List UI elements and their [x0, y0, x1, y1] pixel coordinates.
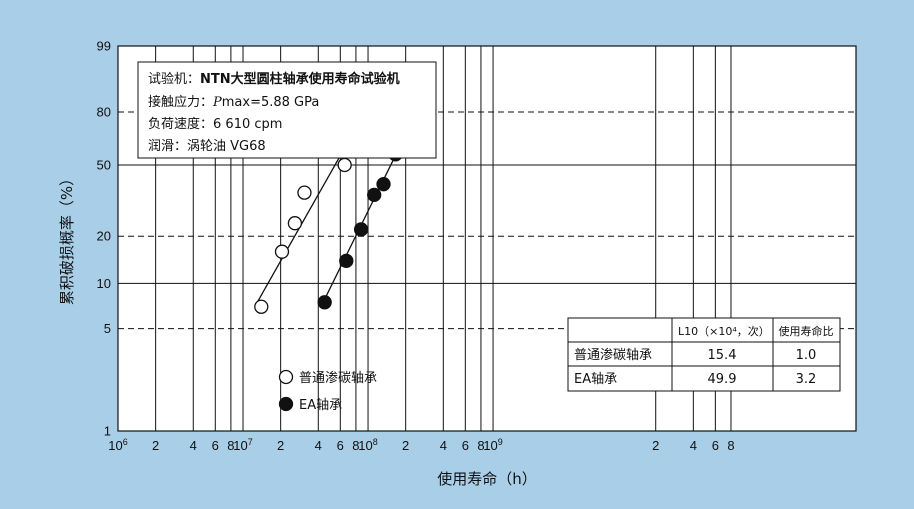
- x-tick-label: 8: [227, 438, 234, 453]
- ea-point: [367, 187, 382, 203]
- x-axis-label: 使用寿命（h）: [437, 470, 537, 488]
- x-tick-label: 6: [337, 438, 344, 453]
- life-ratio-table: L10（×10⁴，次） 使用寿命比 普通渗碳轴承 15.4 1.0 EA轴承 4…: [567, 317, 841, 392]
- y-tick-label: 50: [97, 157, 111, 172]
- ea-point: [353, 222, 369, 237]
- carburized-point: [297, 185, 312, 200]
- x-tick-label: 6: [712, 438, 719, 453]
- ea-point: [339, 253, 354, 268]
- y-tick-label: 80: [97, 105, 111, 120]
- table-row-label: 普通渗碳轴承: [574, 348, 652, 363]
- table-header-l10: L10（×10⁴，次）: [678, 324, 770, 338]
- x-tick-label: 8: [727, 438, 734, 453]
- x-tick-label: 2: [152, 438, 159, 453]
- carburized-point: [287, 216, 303, 231]
- info-box: 试验机：NTN大型圆柱轴承使用寿命试验机 接触应力：Pmax=5.88 GPa …: [137, 61, 437, 159]
- info-line-stress: 接触应力：Pmax=5.88 GPa: [148, 94, 319, 110]
- legend-label-carburized: 普通渗碳轴承: [299, 371, 377, 386]
- x-tick-label: 4: [440, 438, 447, 453]
- y-axis-label: 累积破损概率（%）: [58, 171, 76, 305]
- x-tick-label: 4: [315, 438, 322, 453]
- y-tick-labels: 1 5 10 20 50 80 99: [97, 39, 111, 439]
- carburized-point: [337, 157, 352, 173]
- info-line-lube: 润滑：涡轮油 VG68: [148, 139, 266, 154]
- carburized-point: [254, 299, 269, 314]
- x-tick-label: 2: [277, 438, 284, 453]
- y-tick-label: 5: [104, 321, 111, 336]
- ea-point: [317, 295, 332, 310]
- table-cell-l10: 15.4: [708, 348, 737, 363]
- x-tick-label: 2: [652, 438, 659, 453]
- x-tick-label: 8: [352, 438, 359, 453]
- legend-open-circle-icon: [278, 369, 294, 385]
- legend-filled-circle-icon: [278, 396, 294, 412]
- table-row-label: EA轴承: [574, 372, 617, 387]
- y-tick-label: 20: [97, 229, 111, 244]
- y-tick-label: 1: [104, 424, 111, 439]
- info-line-speed: 负荷速度：6 610 cpm: [148, 116, 282, 132]
- y-tick-label: 99: [97, 39, 111, 54]
- table-cell-l10: 49.9: [708, 372, 737, 387]
- carburized-point: [274, 244, 290, 259]
- x-tick-label: 6: [462, 438, 469, 453]
- x-tick-label: 6: [212, 438, 219, 453]
- x-tick-label: 108: [358, 437, 377, 453]
- x-tick-label: 4: [190, 438, 197, 453]
- ea-point: [376, 177, 391, 192]
- x-tick-label: 8: [477, 438, 484, 453]
- x-tick-label: 106: [108, 437, 127, 453]
- legend: 普通渗碳轴承 EA轴承: [278, 369, 377, 413]
- table-cell-ratio: 1.0: [796, 348, 817, 363]
- x-tick-label: 4: [690, 438, 697, 453]
- table-cell-ratio: 3.2: [796, 372, 817, 387]
- y-tick-label: 10: [97, 276, 111, 291]
- table-header-ratio: 使用寿命比: [779, 324, 834, 338]
- info-line-tester: 试验机：NTN大型圆柱轴承使用寿命试验机: [148, 71, 400, 87]
- x-tick-label: 2: [402, 438, 409, 453]
- legend-label-ea: EA轴承: [299, 398, 342, 413]
- x-tick-label: 109: [483, 437, 502, 453]
- x-tick-label: 107: [233, 437, 252, 453]
